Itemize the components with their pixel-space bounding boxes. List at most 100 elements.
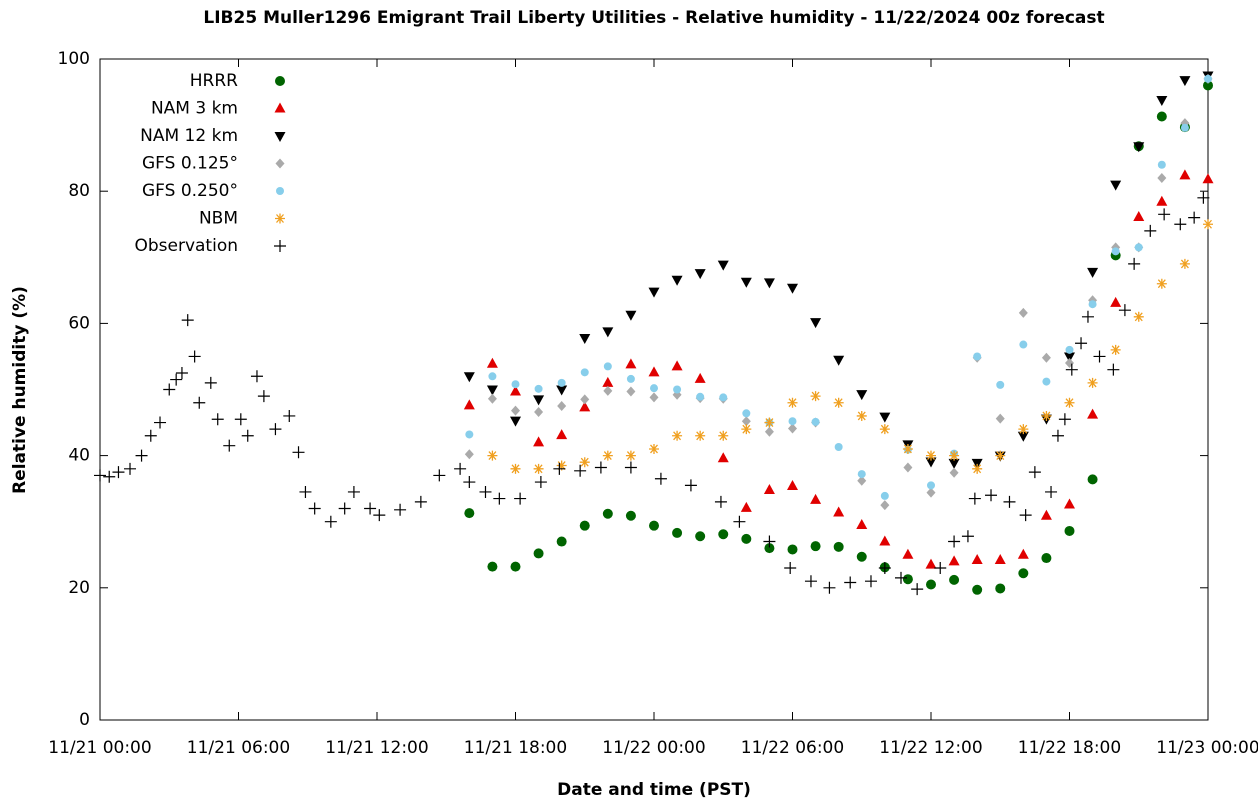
marker — [1157, 160, 1166, 169]
marker — [626, 386, 636, 397]
marker — [486, 385, 498, 396]
marker — [556, 460, 567, 471]
marker — [603, 385, 613, 396]
marker — [903, 462, 913, 473]
marker — [1018, 424, 1029, 435]
marker — [1028, 466, 1041, 479]
marker — [602, 327, 614, 338]
marker — [1110, 344, 1121, 355]
marker — [94, 469, 106, 482]
marker — [463, 372, 475, 383]
marker — [579, 333, 591, 344]
marker — [1087, 474, 1098, 485]
legend-label: NBM — [199, 209, 238, 229]
marker — [175, 366, 188, 379]
marker — [902, 574, 913, 585]
marker — [257, 390, 270, 403]
marker — [433, 469, 446, 482]
marker — [833, 506, 845, 517]
x-tick-label: 11/21 18:00 — [464, 738, 567, 758]
marker — [580, 394, 590, 405]
marker — [204, 376, 217, 389]
legend-swatch — [275, 158, 285, 169]
marker — [925, 457, 937, 468]
marker — [788, 423, 797, 434]
marker — [283, 409, 296, 422]
legend-label: GFS 0.125° — [142, 154, 238, 174]
marker — [948, 458, 960, 469]
marker — [949, 574, 960, 585]
marker — [603, 362, 612, 371]
y-tick-label: 60 — [68, 313, 90, 333]
marker — [250, 370, 263, 383]
marker — [948, 555, 960, 566]
marker — [1133, 210, 1145, 221]
marker — [1087, 267, 1099, 278]
marker — [465, 430, 474, 439]
marker — [103, 470, 116, 483]
x-tick-label: 11/21 12:00 — [325, 738, 428, 758]
marker — [811, 417, 820, 426]
marker — [479, 485, 492, 498]
marker — [650, 384, 658, 393]
legend-swatch — [276, 187, 284, 195]
marker — [971, 554, 983, 565]
marker — [787, 480, 798, 491]
marker — [1158, 208, 1171, 221]
marker — [1041, 410, 1052, 421]
marker — [1107, 363, 1120, 376]
marker — [579, 457, 590, 468]
marker — [719, 393, 728, 402]
marker — [949, 450, 960, 461]
marker — [741, 533, 752, 544]
marker — [833, 397, 844, 408]
marker — [510, 416, 521, 427]
marker — [879, 535, 891, 546]
marker — [556, 385, 568, 396]
marker — [269, 423, 282, 436]
marker — [684, 479, 697, 492]
marker — [112, 466, 125, 479]
marker — [1003, 495, 1016, 508]
marker — [1179, 258, 1190, 269]
marker — [787, 283, 798, 294]
marker — [602, 508, 613, 519]
marker — [556, 536, 567, 547]
marker — [373, 509, 386, 522]
marker — [764, 417, 775, 428]
marker — [911, 583, 924, 596]
marker — [648, 366, 660, 377]
marker — [1087, 377, 1098, 388]
y-tick-label: 0 — [79, 710, 90, 730]
marker — [211, 413, 224, 426]
marker — [602, 376, 614, 387]
marker — [1017, 431, 1029, 442]
marker — [347, 485, 360, 498]
marker — [414, 495, 427, 508]
marker — [193, 396, 206, 409]
marker — [764, 543, 775, 554]
marker — [1064, 397, 1075, 408]
marker — [1174, 218, 1187, 231]
y-tick-label: 80 — [68, 181, 90, 201]
marker — [926, 450, 936, 461]
marker — [1179, 169, 1191, 180]
marker — [741, 424, 752, 435]
marker — [823, 581, 836, 594]
marker — [464, 508, 475, 519]
marker — [493, 492, 506, 505]
marker — [740, 501, 752, 512]
marker — [1156, 278, 1167, 289]
marker — [124, 462, 137, 475]
marker — [787, 397, 798, 408]
marker — [534, 384, 543, 393]
marker — [625, 358, 637, 369]
marker — [514, 492, 527, 505]
marker — [1180, 123, 1189, 132]
legend-label: NAM 12 km — [140, 126, 238, 146]
marker — [741, 416, 751, 427]
marker — [996, 380, 1005, 389]
marker — [857, 475, 867, 486]
marker — [338, 502, 351, 515]
